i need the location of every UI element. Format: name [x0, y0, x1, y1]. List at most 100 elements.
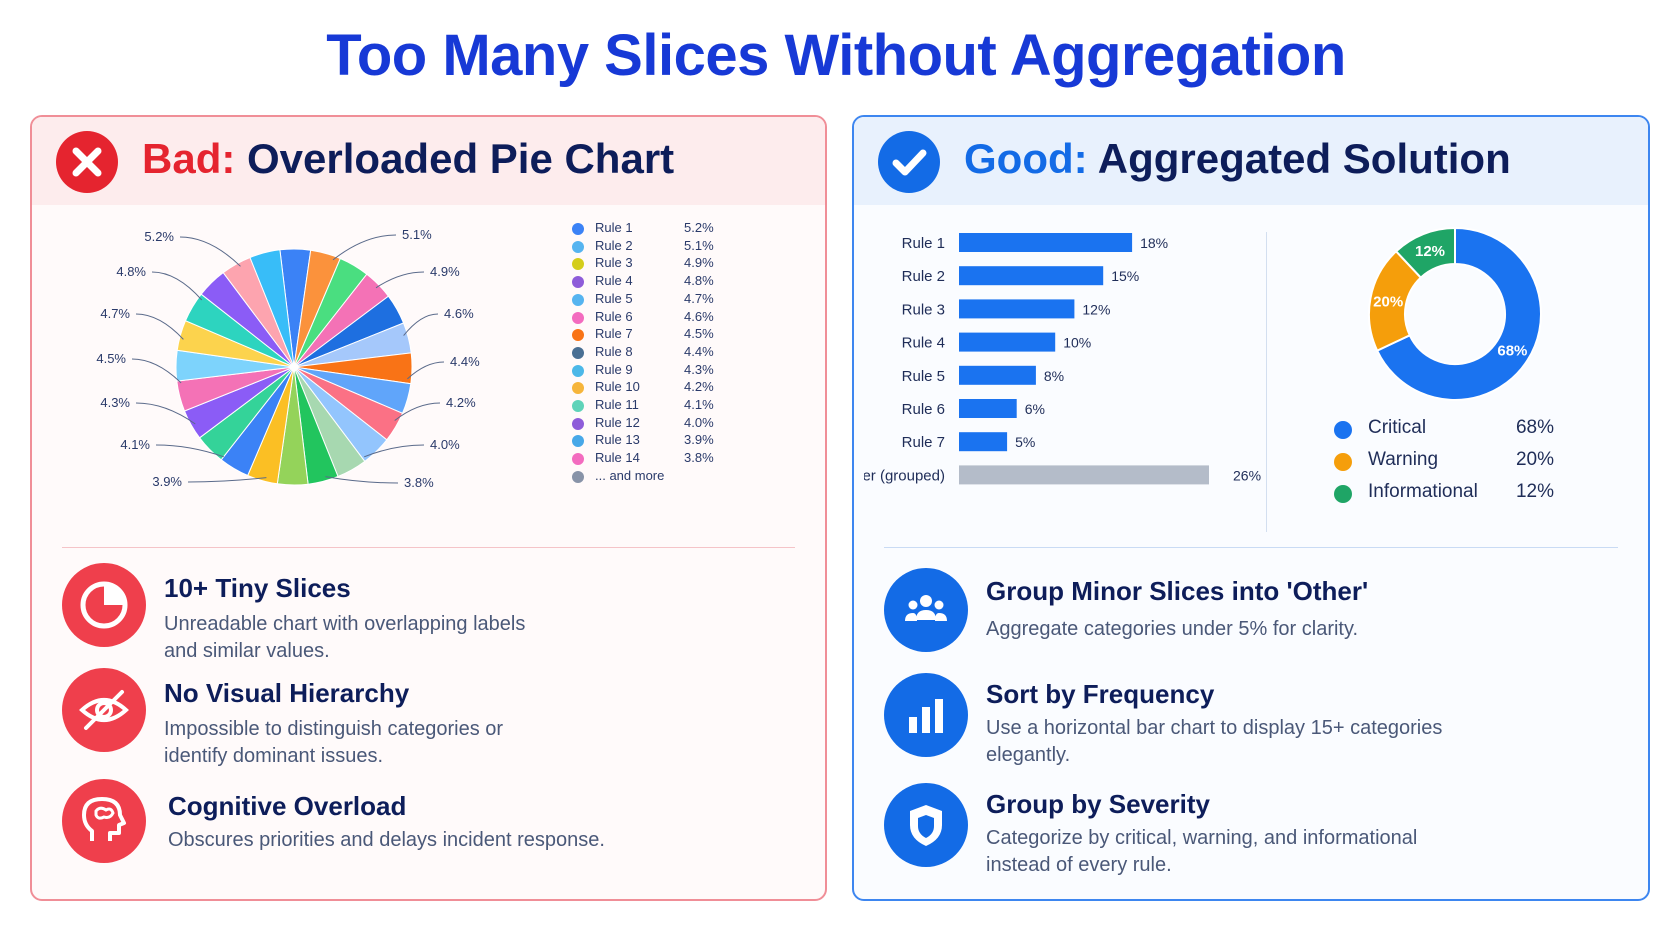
legend-label: Rule 8: [595, 343, 633, 359]
shield-icon: [884, 783, 968, 867]
overloaded-pie-chart: 5.1% 4.9% 4.6% 4.4% 4.2% 4.0% 3.8% 3.9% 4.1% 4.3%…: [96, 227, 480, 490]
bar-value-label: 12%: [1082, 301, 1110, 317]
bar-category-label: Rule 4: [902, 335, 945, 352]
horizontal-bar-chart: Rule 1 18% Rule 2 15% Rule 3 12% Rule 4 10% Rule…: [864, 233, 1261, 485]
legend-value: 4.1%: [684, 397, 714, 412]
legend-swatch: [572, 311, 584, 324]
pie-callout-line: [325, 476, 399, 484]
legend-label: Rule 7: [595, 326, 633, 342]
legend-label: Rule 6: [595, 308, 633, 324]
bar-category-label: Rule 3: [902, 301, 945, 318]
legend-swatch: [572, 435, 584, 448]
severity-donut-chart: 68% 20% 12%: [1368, 226, 1542, 401]
bar-value-label: 15%: [1111, 268, 1139, 284]
page-title: Too Many Slices Without Aggregation: [326, 23, 1346, 88]
pie-callout-label: 4.3%: [100, 395, 130, 410]
legend-swatch: [572, 329, 584, 342]
bar: [959, 299, 1075, 319]
feature-desc: Unreadable chart with overlapping labels…: [164, 613, 526, 662]
chart-separator: [1266, 232, 1267, 532]
feature-sort-frequency: Sort by Frequency Use a horizontal bar c…: [854, 673, 1648, 777]
legend-label: Rule 4: [595, 273, 633, 289]
legend-value: 4.4%: [684, 343, 714, 359]
feature-desc: Use a horizontal bar chart to display 15…: [986, 717, 1443, 766]
severity-legend-item: Critical 68%: [1334, 417, 1554, 443]
legend-swatch: [572, 453, 584, 466]
legend-value: 68%: [1515, 417, 1554, 438]
pie-callout-label: 3.8%: [404, 475, 434, 490]
feature-title: 10+ Tiny Slices: [164, 573, 351, 603]
severity-legend-item: Warning 20%: [1334, 449, 1554, 475]
feature-title: No Visual Hierarchy: [164, 678, 410, 708]
pie-callout-line: [151, 271, 203, 301]
legend-label: Warning: [1368, 449, 1439, 470]
feature-desc: Obscures priorities and delays incident …: [168, 829, 605, 851]
feature-no-hierarchy: No Visual Hierarchy Impossible to distin…: [32, 668, 825, 772]
pie-callout-line: [375, 271, 425, 289]
legend-value: 4.8%: [684, 273, 714, 289]
brain-head-icon: [62, 779, 146, 863]
legend-label: Critical: [1368, 417, 1427, 438]
legend-swatch: [572, 276, 584, 289]
bar: [959, 365, 1036, 385]
legend-swatch: [572, 382, 584, 395]
pie-callout-line: [135, 313, 184, 340]
good-tag: Good:: [964, 135, 1088, 182]
pie-callout-label: 4.5%: [96, 351, 126, 366]
pie-callout-line: [364, 444, 425, 458]
legend-swatch: [572, 240, 584, 253]
legend-value: 3.9%: [684, 432, 714, 448]
good-panel-title: Good: Aggregated Solution: [964, 135, 1511, 183]
donut-slice: [1394, 226, 1456, 279]
legend-value: 4.5%: [684, 326, 714, 342]
pie-callout-line: [155, 444, 224, 458]
bar-value-label: 5%: [1015, 434, 1035, 450]
bar-category-label: Rule 1: [902, 235, 945, 252]
severity-legend-item: Informational 12%: [1334, 481, 1554, 507]
legend-swatch: [1334, 421, 1352, 439]
bar-other: [959, 465, 1209, 485]
feature-desc: Categorize by critical, warning, and inf…: [986, 827, 1418, 876]
pie-callout-line: [187, 477, 267, 483]
legend-label: Rule 14: [595, 450, 640, 466]
legend-swatch: [572, 470, 584, 483]
pie-chart-icon: [62, 563, 146, 647]
bar: [959, 266, 1104, 286]
legend-value: 20%: [1515, 449, 1554, 470]
legend-label: Rule 9: [595, 361, 633, 377]
bar-category-label: Rule 5: [902, 368, 945, 385]
legend-value: 4.7%: [684, 290, 714, 306]
donut-slice: [1375, 226, 1542, 401]
bar-value-label: 10%: [1063, 335, 1091, 351]
close-x-icon: [56, 131, 118, 193]
legend-label: Informational: [1368, 481, 1478, 502]
legend-swatch: [572, 258, 584, 271]
pie-callout-line: [403, 313, 439, 336]
feature-group-minor: Group Minor Slices into 'Other' Aggregat…: [854, 568, 1648, 672]
pie-callout-label: 4.1%: [120, 437, 150, 452]
legend-value: 5.2%: [684, 220, 714, 235]
eye-slash-icon: [62, 668, 146, 752]
legend-label: Rule 2: [595, 237, 633, 253]
bar-value-label: 6%: [1025, 401, 1045, 417]
bar-category-label: Rule 6: [902, 401, 945, 418]
group-users-icon: [884, 568, 968, 652]
pie-callout-line: [332, 234, 397, 261]
legend-label: Rule 1: [595, 220, 633, 235]
bad-panel: Bad: Overloaded Pie Chart 5.1% 4.9% 4.6% 4.…: [30, 115, 827, 901]
legend-value: 5.1%: [684, 237, 714, 253]
bar: [959, 399, 1017, 418]
pie-callout-label: 4.7%: [100, 306, 130, 321]
donut-label: 68%: [1497, 342, 1527, 359]
pie-callout-line: [135, 402, 196, 425]
bar-value-label: 8%: [1044, 368, 1064, 384]
pie-callout-label: 4.4%: [450, 354, 480, 369]
pie-callout-label: 4.6%: [444, 306, 474, 321]
feature-tiny-slices: 10+ Tiny Slices Unreadable chart with ov…: [32, 563, 825, 667]
pie-callout-line: [394, 402, 441, 421]
legend-label: Rule 12: [595, 414, 640, 430]
bad-tag: Bad:: [142, 135, 236, 182]
bad-heading: Overloaded Pie Chart: [247, 135, 675, 182]
bar: [959, 332, 1056, 352]
feature-group-severity: Group by Severity Categorize by critical…: [854, 783, 1648, 887]
